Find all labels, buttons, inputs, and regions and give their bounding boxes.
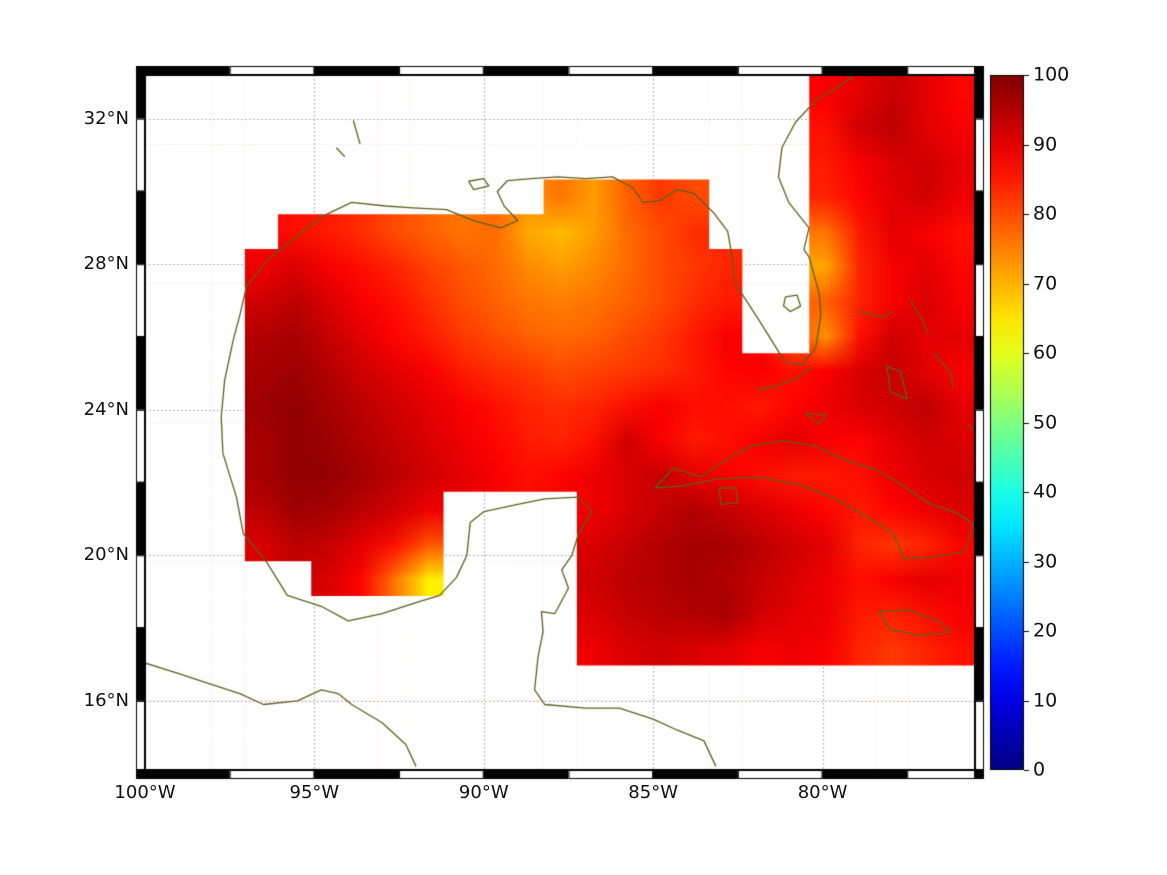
colorbar-tick-label: 70 [1033,272,1058,294]
colorbar-tick-label: 20 [1033,619,1058,642]
y-tick-label: 24°N [83,398,129,420]
x-tick-label: 95°W [289,782,340,803]
y-tick-label: 32°N [83,107,129,129]
x-tick-label: 85°W [628,782,679,803]
colorbar-tick-label: 90 [1033,133,1058,155]
y-tick-label: 16°N [83,689,129,711]
colorbar-tick-label: 100 [1033,63,1070,86]
colorbar-tick-label: 50 [1033,411,1058,433]
colorbar-tick-label: 40 [1033,480,1058,503]
y-tick-label: 28°N [83,253,129,275]
colorbar-tick-label: 30 [1033,550,1058,572]
x-tick-label: 80°W [797,782,848,803]
colorbar-tick-label: 60 [1033,341,1058,364]
x-tick-label: 100°W [114,782,176,803]
colorbar-tick-label: 10 [1033,689,1058,711]
colorbar-tick-label: 0 [1033,758,1046,781]
x-tick-label: 90°W [458,782,509,803]
colorbar-tick-label: 80 [1033,202,1058,225]
y-tick-label: 20°N [83,544,129,566]
